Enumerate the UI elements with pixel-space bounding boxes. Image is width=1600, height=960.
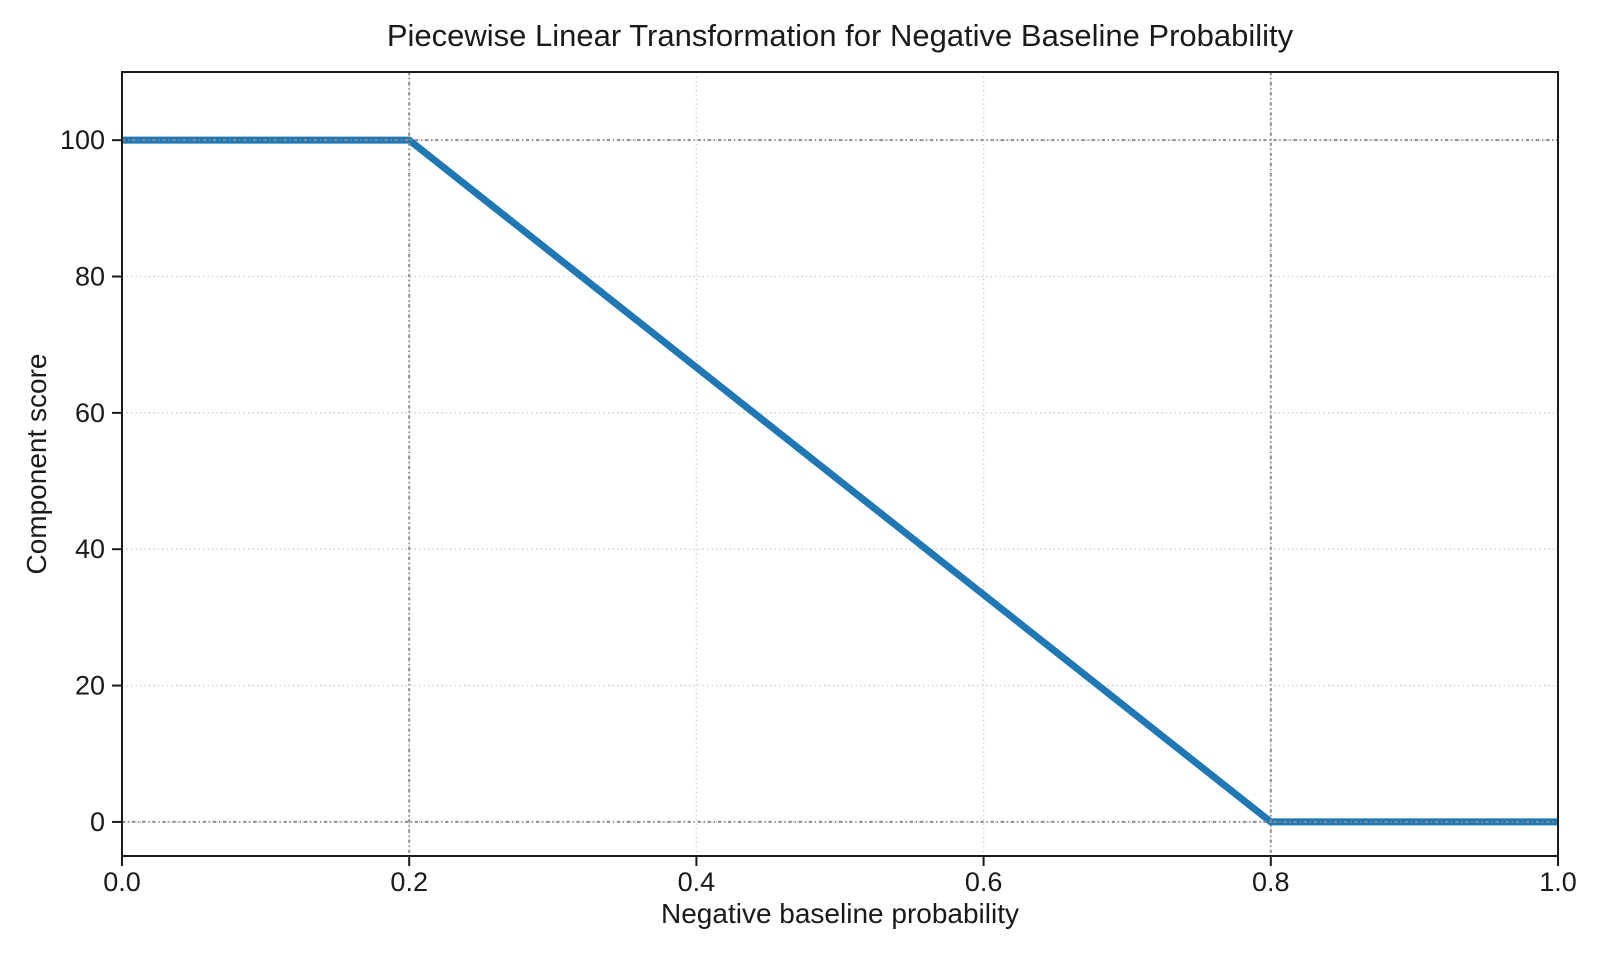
- y-tick-label: 80: [75, 262, 105, 292]
- x-axis-label: Negative baseline probability: [661, 898, 1019, 929]
- x-tick-label: 0.2: [390, 867, 428, 897]
- tick-label-layer: 0.0 0.2 0.4 0.6 0.8 1.0 0 20 40 60 80 100: [60, 125, 1577, 897]
- series-layer: [122, 136, 1558, 826]
- reference-line-layer: [122, 72, 1558, 856]
- y-tick-label: 40: [75, 534, 105, 564]
- x-tick-label: 0.8: [1252, 867, 1290, 897]
- x-tick-label: 0.4: [678, 867, 716, 897]
- axes-layer: [112, 71, 1559, 866]
- x-tick-label: 0.6: [965, 867, 1003, 897]
- y-tick-label: 0: [90, 807, 105, 837]
- y-axis-label: Component score: [21, 353, 52, 575]
- x-tick-label: 0.0: [103, 867, 141, 897]
- axes-spines: [121, 71, 1559, 857]
- chart-title: Piecewise Linear Transformation for Nega…: [386, 18, 1294, 53]
- y-tick-label: 100: [60, 125, 105, 155]
- grid-layer: [122, 72, 1558, 856]
- x-tick-label: 1.0: [1539, 867, 1577, 897]
- y-tick-label: 20: [75, 671, 105, 701]
- y-tick-label: 60: [75, 398, 105, 428]
- series-line-component_score: [122, 136, 1558, 826]
